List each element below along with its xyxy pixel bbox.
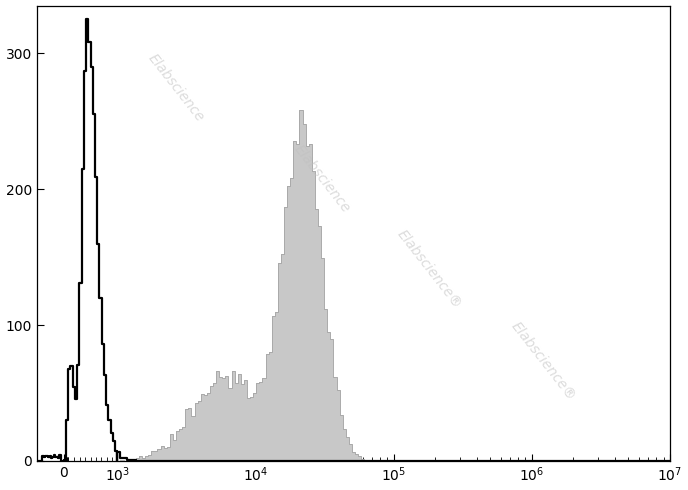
Text: Elabscience®: Elabscience® bbox=[394, 228, 464, 312]
Text: Elabscience®: Elabscience® bbox=[508, 318, 579, 403]
Text: Elabscience: Elabscience bbox=[145, 51, 207, 124]
Text: Elabscience: Elabscience bbox=[291, 142, 352, 215]
